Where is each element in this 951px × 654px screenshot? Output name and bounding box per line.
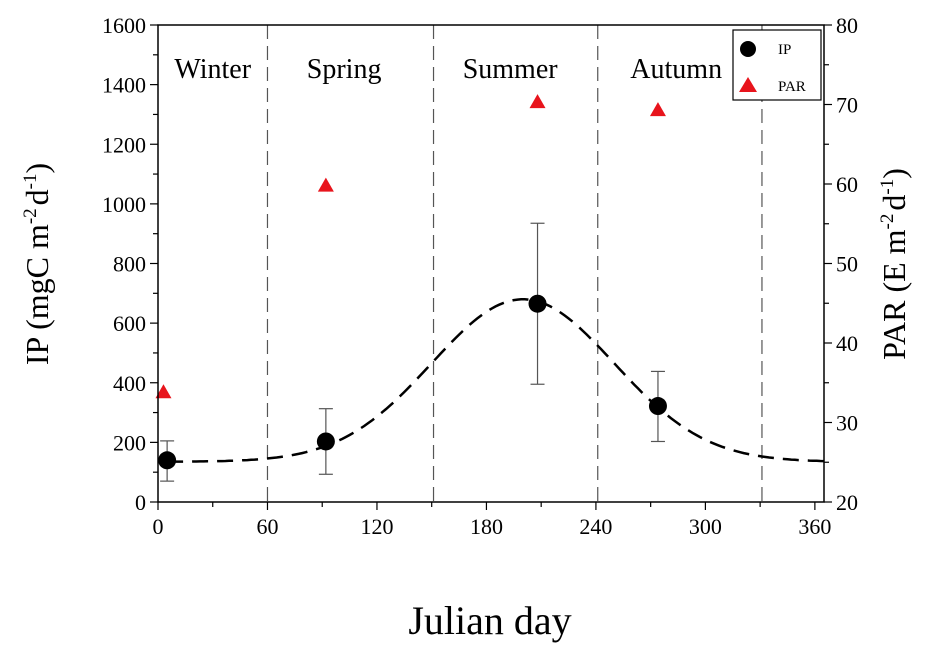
legend-ip-label: IP — [778, 42, 791, 58]
y-right-tick-label: 40 — [836, 331, 858, 356]
y-axis-right-title: PAR (E m-2d-1) — [876, 168, 912, 360]
season-label-summer: Summer — [463, 54, 559, 85]
season-label-spring: Spring — [307, 54, 382, 85]
season-label-winter: Winter — [174, 54, 251, 85]
fit-curve — [167, 298, 825, 463]
legend-ip-marker — [740, 41, 756, 57]
y-left-tick-label: 400 — [113, 371, 146, 396]
x-tick-label: 120 — [360, 514, 393, 539]
y-right-tick-label: 30 — [836, 411, 858, 436]
ip-point — [648, 397, 667, 416]
y-left-tick-label: 1200 — [102, 132, 146, 157]
y-right-tick-label: 20 — [836, 490, 858, 515]
legend-par-label: PAR — [778, 79, 806, 95]
plot-frame — [157, 24, 825, 503]
ip-point — [316, 432, 335, 451]
y-axis-left-title: IP (mgC m-2d-1) — [19, 163, 55, 365]
x-tick-label: 300 — [689, 514, 722, 539]
x-tick-label: 0 — [153, 514, 164, 539]
y-right-tick-label: 80 — [836, 13, 858, 38]
y-left-tick-label: 200 — [113, 430, 146, 455]
par-point — [155, 384, 172, 399]
season-dividers — [266, 25, 763, 502]
y-right-tick-label: 50 — [836, 252, 858, 277]
y-left-tick-label: 1000 — [102, 192, 146, 217]
data-markers — [155, 94, 667, 470]
par-point — [529, 94, 546, 109]
y-left-tick-label: 1600 — [102, 13, 146, 38]
ip-point — [528, 294, 547, 313]
par-point — [317, 177, 334, 192]
x-tick-label: 240 — [579, 514, 612, 539]
season-labels: Winter Spring Summer Autumn — [174, 54, 722, 85]
par-point — [649, 102, 666, 117]
x-axis-title: Julian day — [408, 598, 571, 643]
x-tick-label: 360 — [798, 514, 831, 539]
season-label-autumn: Autumn — [630, 54, 722, 85]
y-right-tick-label: 60 — [836, 172, 858, 197]
x-axis: 0 60 120 180 240 300 360 — [153, 502, 831, 539]
y-right-tick-label: 70 — [836, 93, 858, 118]
ip-point — [158, 451, 177, 470]
x-tick-label: 180 — [470, 514, 503, 539]
y-left-tick-label: 1400 — [102, 73, 146, 98]
y-left-tick-label: 800 — [113, 252, 146, 277]
y-left-tick-label: 600 — [113, 311, 146, 336]
y-axis-right: 20 30 40 50 60 70 80 — [824, 13, 858, 515]
error-bars — [160, 222, 665, 482]
y-left-tick-label: 0 — [135, 490, 146, 515]
legend-par-marker — [739, 77, 757, 92]
y-axis-left: 0 200 400 600 800 1000 1200 1400 1600 — [102, 13, 158, 515]
x-tick-label: 60 — [256, 514, 278, 539]
legend: IP PAR — [732, 29, 822, 101]
